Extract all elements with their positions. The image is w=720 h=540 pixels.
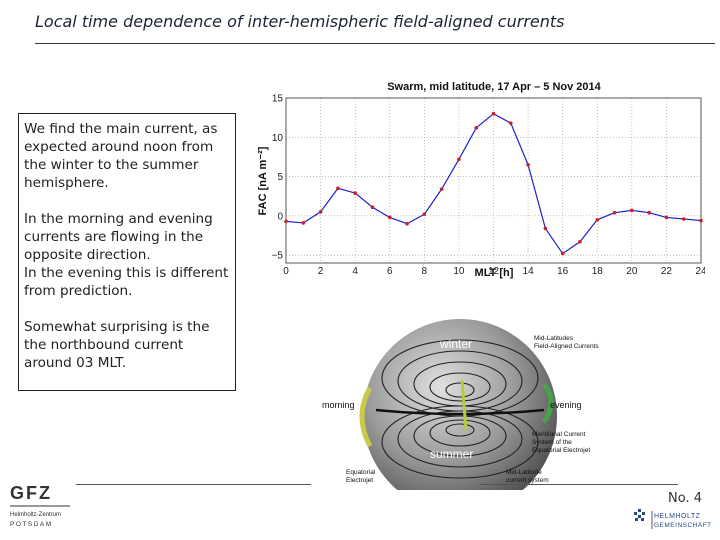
fac-data-point	[439, 187, 444, 191]
fac-data-point	[474, 126, 479, 130]
gfz-logo-sub2: POTSDAM	[10, 521, 53, 528]
chart-title: Swarm, mid latitude, 17 Apr – 5 Nov 2014	[387, 81, 601, 93]
fac-data-point	[560, 251, 565, 256]
label-mid-latitudes-line: Mid-Latitudes	[534, 335, 574, 342]
fac-data-point	[664, 215, 669, 220]
x-tick-label: 22	[661, 266, 673, 277]
label-mid-latitude-current-line: Mid-Latitude	[506, 469, 542, 476]
text-box: We find the main current, as expected ar…	[18, 113, 236, 391]
x-tick-label: 4	[352, 266, 358, 277]
current-loops-south	[381, 405, 539, 479]
helmholtz-text-2: GEMEINSCHAFT	[654, 522, 712, 529]
text-paragraph-surprising: Somewhat surprising is the the northboun…	[24, 319, 210, 371]
label-meridional: Meridional Current System of the Equatoria…	[532, 431, 590, 454]
title-divider	[35, 43, 715, 44]
equatorial-electrojet-line	[375, 408, 545, 416]
fac-data-point	[336, 186, 340, 191]
fac-data-point	[457, 157, 461, 162]
label-winter: winter	[439, 337, 472, 351]
label-mid-latitudes-line: Field-Aligned Currents	[534, 343, 599, 350]
evening-arrow	[541, 382, 554, 424]
helmholtz-logo: HELMHOLTZ GEMEINSCHAFT	[634, 509, 712, 529]
x-tick-label: 20	[626, 266, 638, 277]
gfz-logo-text: GFZ	[10, 483, 52, 503]
page-number: No. 4	[668, 491, 702, 506]
label-summer: summer	[430, 447, 473, 461]
fac-data-point	[491, 111, 496, 116]
gfz-logo-sub1: Helmholtz-Zentrum	[10, 512, 61, 518]
y-tick-label: 5	[277, 172, 283, 183]
gfz-logo: GFZ Helmholtz-Zentrum POTSDAM	[10, 483, 70, 528]
x-tick-label: 24	[695, 266, 705, 277]
fac-data-point	[422, 212, 427, 217]
fac-data-point	[405, 221, 409, 226]
fac-series	[284, 111, 703, 256]
y-tick-label: 0	[277, 211, 283, 222]
fac-data-point	[387, 215, 392, 220]
label-evening: evening	[550, 400, 582, 410]
y-tick-label: 15	[272, 94, 284, 105]
label-meridional-line: Equatorial Electrojet	[532, 447, 590, 454]
helmholtz-mark-icon	[634, 509, 645, 521]
plot-frame	[285, 97, 702, 264]
fac-data-point	[612, 210, 617, 215]
fac-data-point	[681, 217, 686, 221]
fac-data-point	[647, 210, 651, 215]
x-tick-label: 2	[318, 266, 324, 277]
chart-grid	[285, 97, 702, 263]
label-equatorial: Equatorial Electrojet	[346, 469, 376, 484]
text-paragraph-main-current: We find the main current, as expected ar…	[24, 121, 218, 191]
label-equatorial-line: Electrojet	[346, 477, 373, 484]
fac-data-point	[318, 210, 323, 214]
chart-xlabel: MLT [h]	[475, 267, 514, 279]
label-mid-latitudes: Mid-Latitudes Field-Aligned Currents	[534, 335, 599, 350]
current-system-diagram: winter summer morning evening Mid-Latitu…	[322, 319, 599, 490]
x-tick-label: 16	[557, 266, 569, 277]
label-meridional-line: System of the	[532, 439, 572, 446]
fac-data-point	[284, 219, 288, 224]
footer-divider-left	[76, 484, 311, 485]
fac-data-point	[301, 221, 306, 225]
fac-data-point	[578, 239, 582, 244]
x-tick-label: 12	[488, 266, 500, 277]
fac-data-point	[543, 226, 548, 231]
morning-arrow	[359, 386, 373, 448]
chart-ylabel: FAC [nA m⁻²]	[257, 146, 269, 215]
fac-line-chart: Swarm, mid latitude, 17 Apr – 5 Nov 2014…	[257, 81, 705, 279]
x-tick-label: 6	[387, 266, 393, 277]
x-tick-label: 18	[592, 266, 604, 277]
x-tick-label: 0	[283, 266, 289, 277]
label-mid-latitude-current-line: current system	[506, 477, 549, 484]
label-mid-latitude-current: Mid-Latitude current system	[506, 469, 549, 484]
fac-data-point	[630, 208, 634, 213]
fac-data-point	[353, 191, 357, 195]
x-tick-label: 10	[453, 266, 465, 277]
fac-data-point	[699, 218, 703, 223]
helmholtz-text-1: HELMHOLTZ	[654, 513, 701, 520]
fac-data-point	[508, 121, 513, 125]
meridional-current-arrow	[460, 379, 468, 431]
label-equatorial-line: Equatorial	[346, 469, 376, 476]
fac-data-point	[526, 162, 530, 167]
label-meridional-line: Meridional Current	[532, 431, 586, 438]
y-tick-label: 10	[272, 133, 284, 144]
slide-title: Local time dependence of inter-hemispher…	[35, 12, 565, 31]
label-morning: morning	[322, 400, 355, 410]
text-paragraph-morning-evening: In the morning and evening currents are …	[24, 211, 229, 299]
x-tick-label: 14	[523, 266, 535, 277]
y-tick-label: −5	[272, 251, 284, 262]
fac-data-point	[370, 205, 375, 210]
footer-divider-right	[480, 484, 678, 485]
fac-data-point	[595, 217, 600, 222]
x-tick-label: 8	[422, 266, 428, 277]
